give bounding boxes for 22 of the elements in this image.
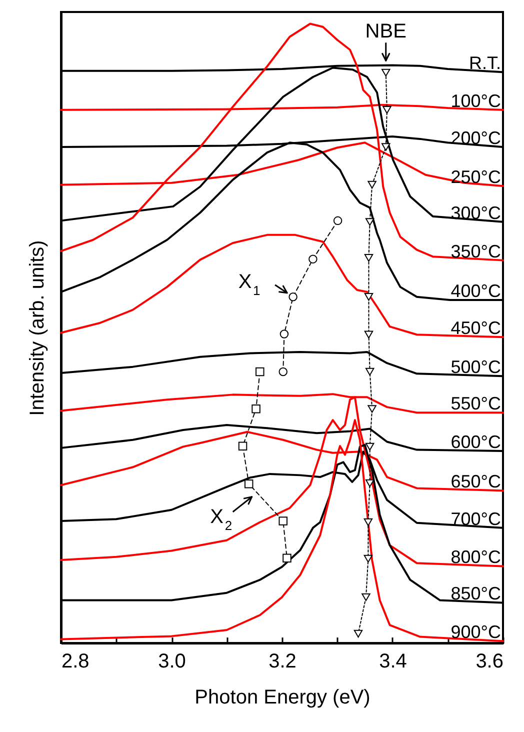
x-tick-label: 3.4 (379, 650, 407, 672)
series-label: 400°C (450, 280, 501, 301)
series-label: 850°C (450, 584, 501, 604)
series-label: 250°C (450, 167, 501, 188)
x-axis-title: Photon Energy (eV) (194, 686, 370, 708)
series-label: 700°C (450, 508, 501, 529)
series-label: 350°C (450, 241, 501, 262)
series-label: 800°C (450, 547, 501, 568)
annotation: NBE (365, 20, 406, 43)
x-tick-label: 2.8 (62, 650, 90, 672)
series-label: R.T. (468, 53, 501, 74)
x-tick-label: 3.2 (268, 650, 296, 672)
y-axis-title: Intensity (arb. units) (26, 240, 48, 416)
series-label: 550°C (450, 394, 501, 414)
x-tick-label: 3.6 (476, 650, 504, 672)
x-tick-label: 3.0 (158, 650, 186, 672)
series-label: 450°C (450, 318, 501, 338)
series-label: 100°C (450, 90, 501, 111)
series-label: 900°C (450, 622, 501, 642)
series-label: 650°C (450, 472, 501, 492)
series-label: 500°C (450, 357, 501, 378)
series-label: 600°C (450, 432, 501, 452)
